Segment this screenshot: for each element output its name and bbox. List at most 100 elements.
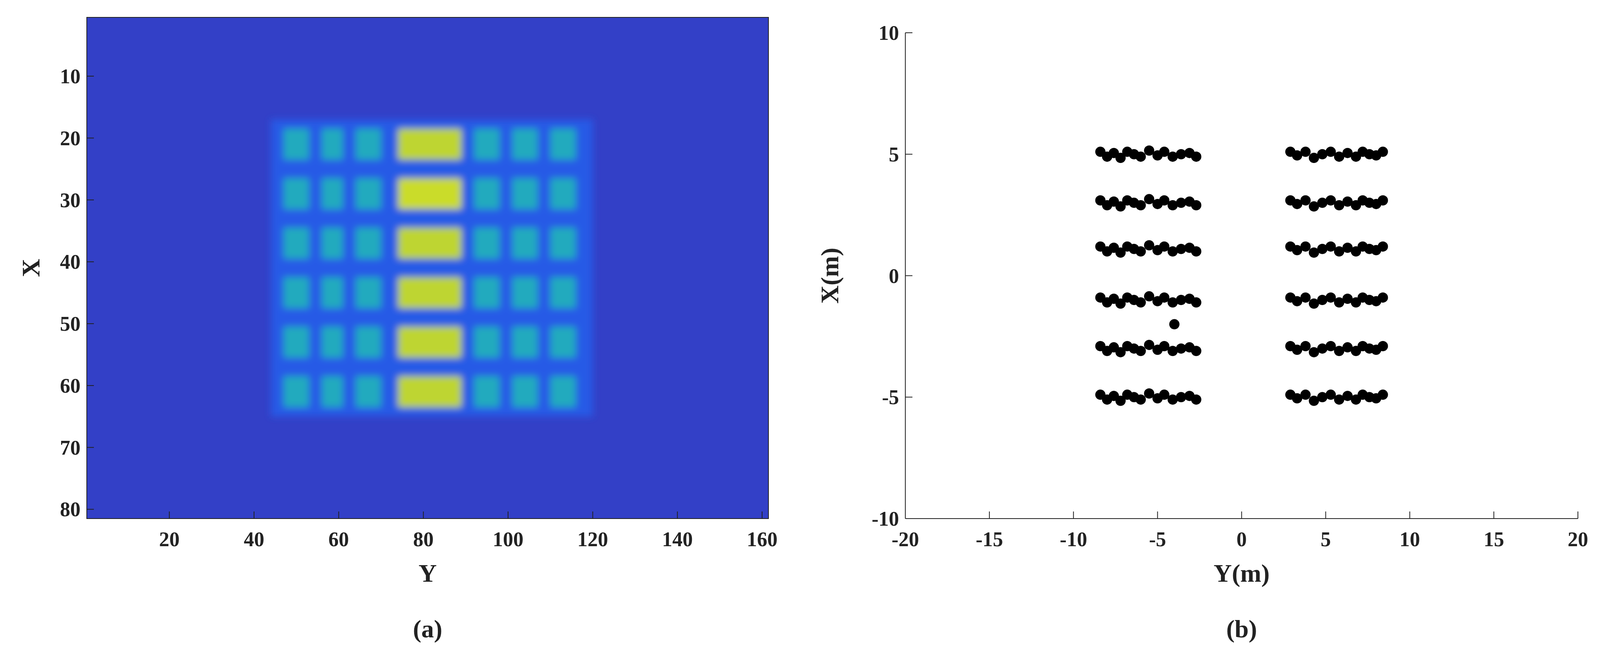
heatmap-cell <box>321 326 344 358</box>
x-tick-label: 5 <box>1320 527 1331 551</box>
x-tick-label: 60 <box>328 527 350 551</box>
y-tick-label: 40 <box>59 250 81 273</box>
heatmap-cell <box>398 178 462 210</box>
heatmap-cell <box>271 119 593 417</box>
scatter-point <box>1377 292 1389 303</box>
y-tick-label: 20 <box>59 127 81 150</box>
scatter-point <box>1300 241 1311 252</box>
heatmap-cell <box>355 178 382 210</box>
scatter-point <box>1135 297 1146 308</box>
y-tick-label: 80 <box>59 497 81 521</box>
heatmap-cell <box>355 227 382 259</box>
heatmap-cell <box>321 178 344 210</box>
scatter-point <box>1377 195 1389 206</box>
x-tick <box>168 511 170 519</box>
x-tick-label: 10 <box>1399 527 1421 551</box>
heatmap-cell <box>512 277 538 309</box>
heatmap-cell <box>474 277 500 309</box>
x-tick <box>1325 511 1327 519</box>
heatmap-cell <box>474 326 500 358</box>
scatter-point <box>1135 394 1146 405</box>
panel-0: 204060801001201401601020304050607080YX(a… <box>16 17 778 643</box>
heatmap-cell <box>550 178 576 210</box>
x-tick-label: 160 <box>746 527 778 551</box>
x-tick <box>507 511 509 519</box>
x-tick <box>592 511 594 519</box>
x-axis-title: Y <box>418 558 437 587</box>
x-tick-label: -15 <box>975 527 1003 551</box>
x-tick-label: 140 <box>661 527 693 551</box>
scatter-point <box>1135 246 1146 257</box>
scatter-point <box>1190 297 1202 308</box>
scatter-point <box>1190 151 1202 162</box>
heatmap-cell <box>283 326 309 358</box>
heatmap-cell <box>321 128 344 160</box>
x-tick <box>338 511 340 519</box>
heatmap-cell <box>321 227 344 259</box>
x-tick <box>253 511 255 519</box>
x-tick-label: -5 <box>1149 527 1167 551</box>
scatter-point <box>1190 200 1202 211</box>
panel-label: (a) <box>413 614 443 643</box>
heatmap-cell <box>474 375 500 407</box>
scatter-point <box>1377 340 1389 352</box>
y-tick-label: 60 <box>59 374 81 397</box>
x-tick-label: 20 <box>1567 527 1589 551</box>
heatmap-cell <box>355 375 382 407</box>
scatter-point <box>1190 246 1202 257</box>
scatter-point <box>1377 241 1389 252</box>
scatter-point <box>1300 146 1311 158</box>
scatter-point <box>1190 345 1202 356</box>
y-tick <box>905 153 913 155</box>
heatmap-cell <box>512 128 538 160</box>
heatmap-cell <box>512 375 538 407</box>
y-tick <box>86 137 94 139</box>
x-tick-label: 20 <box>158 527 180 551</box>
heatmap-cell <box>512 326 538 358</box>
heatmap-cell <box>283 227 309 259</box>
scatter-point <box>1300 195 1311 206</box>
y-tick <box>86 385 94 386</box>
scatter-point <box>1135 151 1146 162</box>
x-tick <box>676 511 678 519</box>
x-tick-label: 0 <box>1236 527 1247 551</box>
heatmap-background <box>86 17 769 519</box>
x-tick <box>1577 511 1579 519</box>
y-tick <box>905 517 913 519</box>
y-tick-label: 10 <box>878 21 900 45</box>
heatmap-cell <box>398 326 462 358</box>
heatmap-cell <box>550 128 576 160</box>
y-tick <box>86 199 94 201</box>
heatmap-cell <box>512 178 538 210</box>
heatmap-cell <box>550 227 576 259</box>
points <box>1095 145 1388 406</box>
y-tick <box>905 32 913 34</box>
y-axis-title: X(m) <box>815 247 844 304</box>
scatter-point <box>1377 389 1389 400</box>
heatmap-cell <box>398 227 462 259</box>
y-tick <box>905 396 913 398</box>
y-tick <box>86 508 94 510</box>
x-tick-label: 40 <box>243 527 265 551</box>
y-tick <box>86 261 94 262</box>
x-tick <box>904 511 906 519</box>
x-axis-title: Y(m) <box>1213 558 1270 587</box>
y-tick-label: 10 <box>59 65 81 88</box>
x-tick <box>988 511 990 519</box>
plot-frame <box>86 17 769 519</box>
y-tick-label: -5 <box>882 385 900 409</box>
x-tick-label: 100 <box>492 527 524 551</box>
x-tick-label: 120 <box>577 527 609 551</box>
y-tick <box>86 75 94 77</box>
heatmap-cell <box>355 326 382 358</box>
heatmap-cell <box>398 375 462 407</box>
x-tick <box>1157 511 1158 519</box>
scatter-point <box>1300 340 1311 352</box>
heatmap-cell <box>474 227 500 259</box>
heatmap <box>86 17 769 519</box>
y-tick-label: 0 <box>888 264 900 288</box>
y-tick <box>905 275 913 277</box>
y-tick <box>86 446 94 448</box>
scatter-point <box>1300 389 1311 400</box>
x-tick <box>422 511 424 519</box>
